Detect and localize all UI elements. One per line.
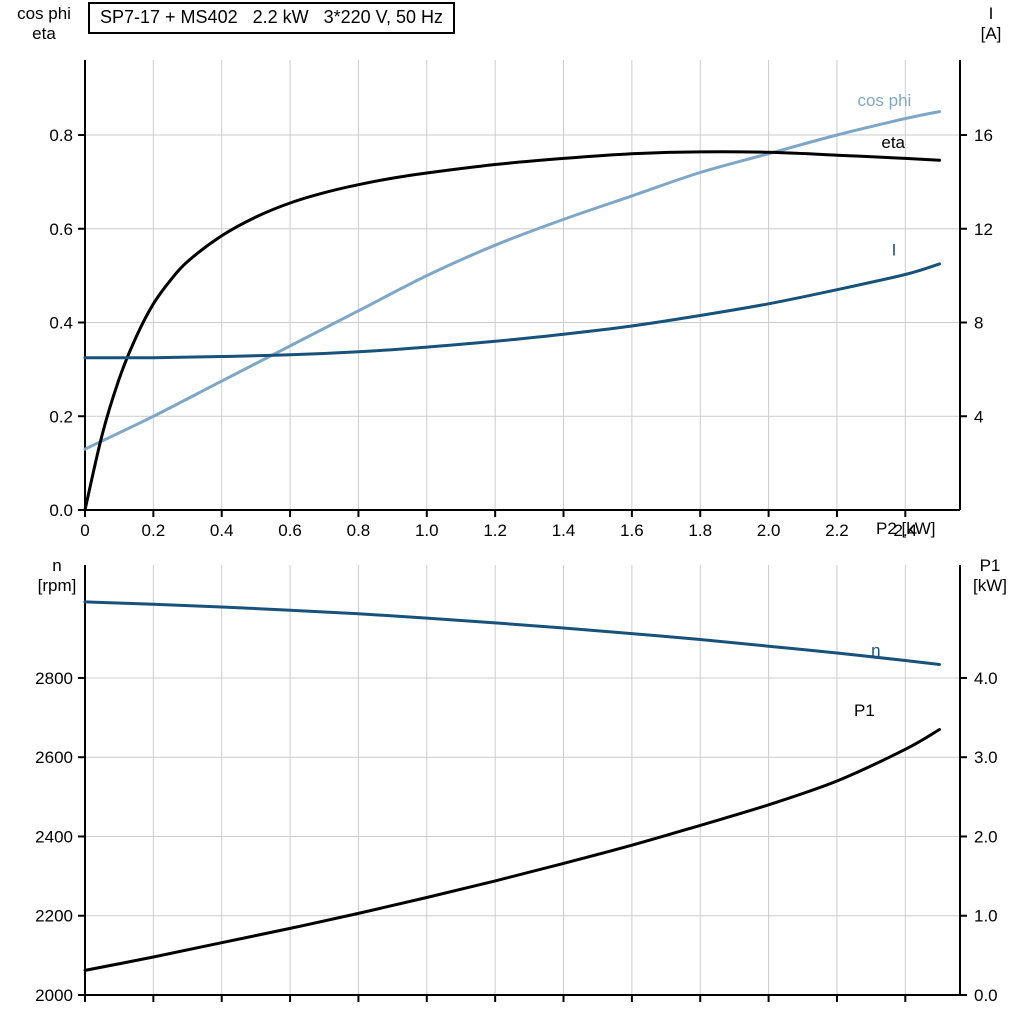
x-axis-label-p2: P2 [kW] [876, 519, 936, 538]
y-left-tick-label: 0.0 [49, 501, 73, 520]
x-tick-label: 1.0 [415, 521, 439, 540]
bottom-chart: 2000 2200 2400 2600 2800 0.0 1.0 2.0 3.0 4.0 n P1 [35, 565, 998, 1005]
x-tick-label: 1.8 [688, 521, 712, 540]
y-left-tick-label: 2600 [35, 748, 73, 767]
axis-label-cos-phi: cos phi [17, 4, 71, 23]
bottom-left-axis-label: n [rpm] [28, 556, 86, 596]
y-left-tick-label: 0.8 [49, 126, 73, 145]
curve-cos-phi [83, 110, 941, 451]
curve-eta [83, 150, 941, 512]
x-tick-label: 0 [80, 521, 89, 540]
curve-label-i: I [892, 241, 897, 260]
y-left-tick-label: 2000 [35, 986, 73, 1005]
bottom-right-axis-label: P1 [kW] [964, 556, 1016, 596]
top-chart: 0.0 0.2 0.4 0.6 0.8 4 8 12 16 0 0.2 0.4 0.6 0.8 1.0 1.2… [49, 60, 993, 540]
y-left-tick-label: 0.4 [49, 314, 73, 333]
y-right-tick-label: 3.0 [974, 748, 998, 767]
y-right-tick-label: 1.0 [974, 907, 998, 926]
axis-label-speed-unit: [rpm] [37, 576, 77, 595]
top-left-axis-label: cos phi eta [6, 4, 82, 44]
axis-label-p1: P1 [979, 556, 1001, 575]
x-tick-label: 2.2 [825, 521, 849, 540]
y-right-tick-label: 8 [974, 314, 983, 333]
y-left-tick-label: 2200 [35, 907, 73, 926]
x-tick-label: 0.6 [278, 521, 302, 540]
axis-label-current-unit: [A] [980, 24, 1002, 43]
y-right-tick-label: 4.0 [974, 669, 998, 688]
y-left-tick-label: 2400 [35, 827, 73, 846]
axis-label-p1-unit: [kW] [973, 576, 1007, 595]
curve-n [83, 600, 941, 666]
y-right-tick-label: 0.0 [974, 986, 998, 1005]
x-tick-label: 1.2 [483, 521, 507, 540]
x-tick-label: 0.4 [210, 521, 234, 540]
axis-label-current: I [988, 4, 994, 23]
axis-label-speed: n [52, 556, 62, 575]
x-tick-label: 0.8 [347, 521, 371, 540]
x-tick-label: 2.4 [893, 521, 917, 540]
top-right-axis-label: I [A] [968, 4, 1014, 44]
y-right-tick-label: 12 [974, 220, 993, 239]
curve-p1 [83, 728, 941, 972]
y-right-tick-label: 4 [974, 407, 983, 426]
y-right-tick-label: 16 [974, 126, 993, 145]
axis-label-eta: eta [32, 24, 56, 43]
curve-label-cos-phi: cos phi [857, 91, 911, 110]
y-left-tick-label: 0.2 [49, 407, 73, 426]
x-tick-label: 0.2 [142, 521, 166, 540]
x-tick-label: 2.0 [757, 521, 781, 540]
curve-label-eta: eta [881, 133, 905, 152]
curve-i [83, 262, 941, 360]
chart-title-box: SP7-17 + MS402 2.2 kW 3*220 V, 50 Hz [88, 2, 456, 34]
x-tick-label: 1.4 [552, 521, 576, 540]
y-right-tick-label: 2.0 [974, 827, 998, 846]
y-left-tick-label: 0.6 [49, 220, 73, 239]
curve-label-n: n [871, 641, 880, 660]
y-left-tick-label: 2800 [35, 669, 73, 688]
x-tick-label: 1.6 [620, 521, 644, 540]
curve-label-p1: P1 [854, 701, 875, 720]
